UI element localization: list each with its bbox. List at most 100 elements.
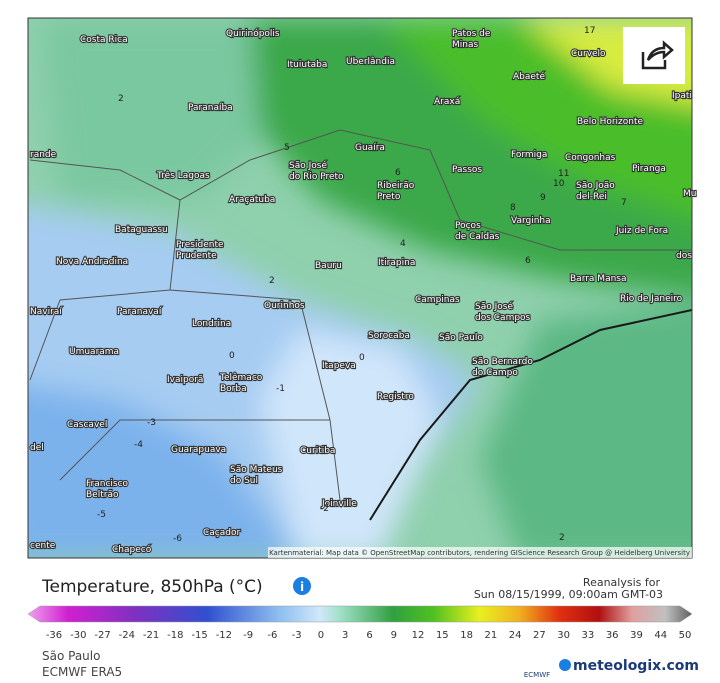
scale-tick-label: 33 [582,630,595,641]
city-label: rande [30,150,57,160]
city-label: Presidente [176,240,224,250]
location: São Paulo [42,649,100,663]
info-button[interactable] [293,577,311,595]
model: ECMWF ERA5 [42,665,122,679]
city-label: del-Rei [576,192,607,202]
legend-title: Temperature, 850hPa (°C) [41,577,263,597]
city-label: de Caldas [455,232,500,242]
city-label: Barra Mansa [570,274,627,284]
isoline-label: 0 [229,351,235,361]
city-label: Sorocaba [368,331,410,341]
city-label: São Bernardo [472,357,533,367]
city-label: Ipati [672,91,692,101]
ecmwf-logo: ECMWF [524,671,550,679]
isoline-label: 9 [540,193,546,203]
city-label: Abaeté [513,71,545,82]
city-label: Caçador [203,528,240,538]
city-label: São João [576,181,615,191]
city-label: Ivaiporã [167,375,203,385]
city-label: Rio de Janeiro [620,294,683,304]
isoline-label: -5 [97,510,106,520]
city-label: Araxá [434,97,460,107]
city-label: São Mateus [230,465,283,475]
city-label: Ourinhos [264,301,305,311]
city-label: cente [30,541,56,551]
city-label: Curvelo [571,49,606,59]
city-label: Poços [455,221,481,231]
isoline-label: 8 [510,203,516,213]
city-label: Congonhas [565,153,616,163]
scale-tick-label: 12 [412,630,425,641]
scale-tick-label: -3 [292,630,302,641]
city-label: Chapecó [112,544,152,555]
scale-tick-label: 6 [366,630,372,641]
city-label: dos Campos [475,313,531,323]
scale-tick-label: 21 [484,630,497,641]
scale-tick-label: 24 [509,630,522,641]
isoline-label: 2 [559,533,565,543]
isoline-label: 5 [284,143,290,153]
city-label: do Campo [472,368,518,378]
scale-tick-label: -30 [70,630,86,641]
city-label: Registro [377,392,414,402]
city-label: Costa Rica [80,35,128,45]
scale-tick-label: -6 [267,630,277,641]
city-label: do Rio Preto [289,172,344,182]
city-label: del [30,443,44,453]
scale-tick-label: 39 [630,630,643,641]
city-label: Araçatuba [229,195,275,205]
city-label: Preto [377,192,401,202]
city-label: dos [676,251,692,261]
scale-tick-label: -18 [167,630,183,641]
city-label: Patos de [452,29,491,39]
city-label: Juiz de Fora [615,226,668,236]
scale-tick-label: 15 [436,630,449,641]
city-label: Bataguassu [115,225,168,235]
scale-tick-label: 36 [606,630,619,641]
isoline-label: 6 [525,256,531,266]
scale-tick-label: -27 [94,630,110,641]
city-label: Naviraí [30,307,62,317]
reanalysis-label: Reanalysis for [583,576,661,589]
city-label: Prudente [176,251,217,261]
attribution: Kartenmaterial: Map data © OpenStreetMap… [269,549,690,557]
scale-tick-label: -15 [191,630,207,641]
isoline-label: 6 [395,168,401,178]
isoline-label: 4 [400,239,406,249]
scale-tick-label: -24 [119,630,135,641]
city-label: Minas [452,40,478,50]
city-label: Guaíra [355,143,385,153]
city-label: Joinville [321,499,357,509]
isoline-label: -1 [276,384,285,394]
isoline-label: 0 [359,353,365,363]
city-label: Três Lagoas [156,170,210,181]
city-label: São Paulo [439,333,483,343]
isoline-label: 2 [269,276,275,286]
city-label: Telêmaco [219,372,263,383]
city-label: Francisco [86,479,129,489]
city-label: Curitiba [300,446,335,456]
isoline-label: 10 [553,179,565,189]
isoline-label: -3 [147,418,156,428]
city-label: Piranga [632,164,666,174]
city-label: Cascavel [67,420,107,430]
city-label: Belo Horizonte [577,117,644,127]
isoline-label: 17 [584,26,595,36]
city-label: Umuarama [69,347,119,357]
scale-tick-label: -9 [243,630,253,641]
color-scale [27,605,693,623]
city-label: Paranavaí [117,307,162,317]
scale-tick-label: 50 [679,630,692,641]
share-icon[interactable] [641,40,674,70]
scale-tick-label: 3 [342,630,348,641]
info-icon[interactable]: i [300,580,304,594]
city-label: Paranaíba [188,103,233,113]
city-label: Formiga [511,150,547,160]
city-label: Passos [452,165,482,175]
scale-tick-label: 44 [654,630,667,641]
city-label: Nova Andradina [56,257,128,267]
scale-tick-label: -36 [46,630,62,641]
scale-tick-label: 27 [533,630,546,641]
